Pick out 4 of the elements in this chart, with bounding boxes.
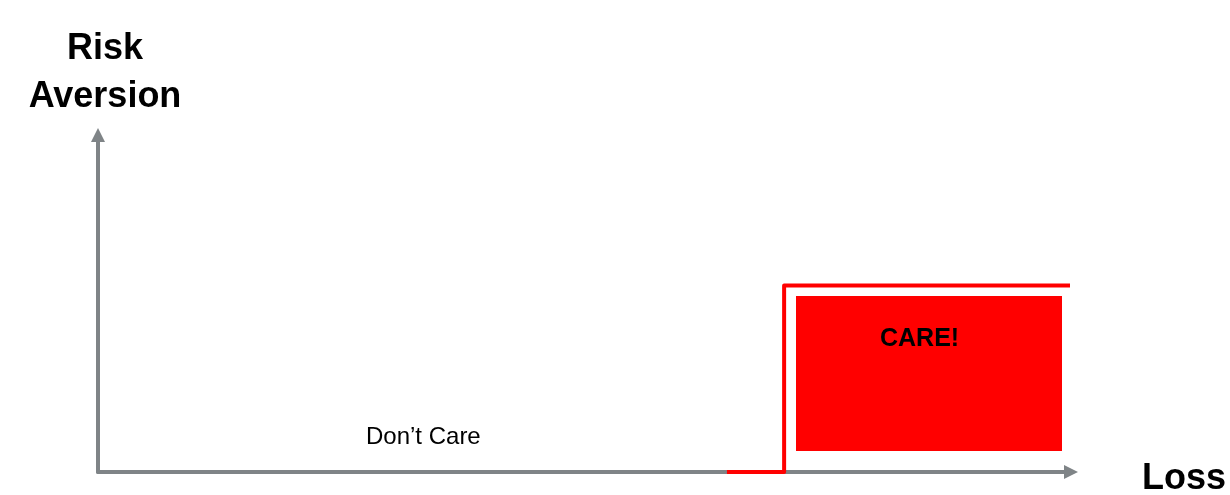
annotation: Don’t Care [366, 422, 481, 450]
annotation: CARE! [880, 323, 960, 352]
x-axis-title: Loss [1141, 455, 1227, 495]
y-axis-title: Risk Aversion [28, 25, 182, 115]
